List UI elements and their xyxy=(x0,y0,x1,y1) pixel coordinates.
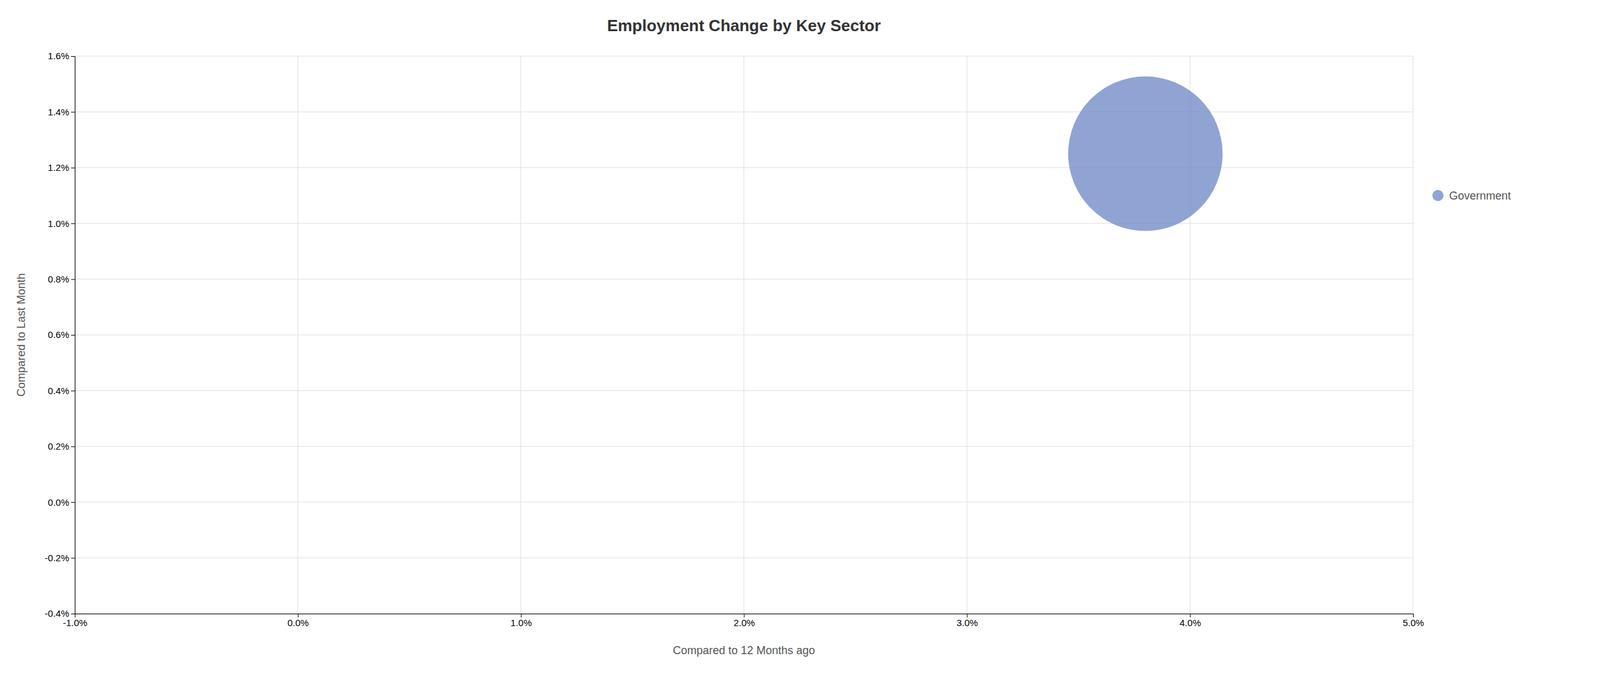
tick: 0.6% xyxy=(47,329,75,340)
tick-mark xyxy=(71,390,75,391)
points xyxy=(1068,76,1223,232)
legend-item: Government xyxy=(1432,189,1511,202)
tick: 1.0% xyxy=(510,613,532,628)
legend-swatch xyxy=(1432,190,1444,202)
grid-line-y xyxy=(74,223,1414,224)
grid-line-y xyxy=(74,111,1414,113)
tick-mark xyxy=(71,334,75,336)
tick: -0.2% xyxy=(44,552,75,563)
tick-label: 0.6% xyxy=(47,329,70,340)
tick: 1.4% xyxy=(47,106,75,118)
tick: 1.2% xyxy=(47,162,75,173)
tick: 0.0% xyxy=(287,613,309,628)
tick-mark xyxy=(71,613,75,614)
tick-label: 0.0% xyxy=(287,617,309,628)
tick: 2.0% xyxy=(733,613,755,628)
plot: -1.0%0.0%1.0%2.0%3.0%4.0%5.0%-0.4%-0.2%0… xyxy=(44,50,1425,628)
tick: 0.4% xyxy=(47,385,75,396)
tick: 0.0% xyxy=(47,496,75,508)
tick-label: 1.4% xyxy=(47,106,70,118)
tick-mark xyxy=(71,279,75,280)
tick-label: 0.2% xyxy=(47,440,70,452)
tick-mark xyxy=(71,446,75,447)
grid-line-y xyxy=(74,390,1414,391)
bubble xyxy=(1068,76,1223,232)
tick-label: 4.0% xyxy=(1179,617,1202,628)
tick-label: 2.0% xyxy=(733,617,755,628)
tick-label: 3.0% xyxy=(956,617,978,628)
x-axis: -1.0%0.0%1.0%2.0%3.0%4.0%5.0% xyxy=(62,613,1425,628)
tick-mark xyxy=(71,111,75,113)
tick: 1.0% xyxy=(47,218,75,229)
tick: 0.2% xyxy=(47,440,75,452)
tick: -0.4% xyxy=(44,607,75,619)
tick-label: 1.6% xyxy=(47,50,70,62)
x-axis-title: Compared to 12 Months ago xyxy=(672,643,815,657)
tick-label: 0.4% xyxy=(47,385,70,396)
tick-label: -0.4% xyxy=(44,607,70,619)
grid-line-y xyxy=(74,445,1414,447)
tick-label: 1.2% xyxy=(47,162,70,173)
tick-mark xyxy=(71,167,75,169)
grid xyxy=(74,56,1414,614)
grid-line-y xyxy=(74,334,1414,336)
tick-label: 1.0% xyxy=(47,218,70,229)
tick: 0.8% xyxy=(47,273,75,285)
tick-label: 1.0% xyxy=(510,617,532,628)
tick-mark xyxy=(71,56,75,57)
tick-mark xyxy=(71,223,75,224)
chart: -1.0%0.0%1.0%2.0%3.0%4.0%5.0%-0.4%-0.2%0… xyxy=(0,0,1600,676)
tick: 4.0% xyxy=(1179,613,1202,628)
legend: Government xyxy=(1432,189,1511,202)
title: Employment Change by Key Sector xyxy=(607,16,881,35)
grid-line-y xyxy=(74,501,1414,503)
grid-line-y xyxy=(74,56,1414,57)
tick-label: 5.0% xyxy=(1402,617,1424,628)
tick: 1.6% xyxy=(47,50,75,62)
y-axis: -0.4% -0.2% 0.0% 0.2% 0.4% 0.6% 0.8% 1.0% 1.2% 1.… xyxy=(44,50,76,619)
tick-label: -0.2% xyxy=(44,552,70,563)
tick-label: 0.0% xyxy=(47,496,70,508)
axis-line xyxy=(71,56,76,614)
tick-mark xyxy=(71,501,75,503)
tick: 3.0% xyxy=(956,613,978,628)
tick-mark xyxy=(71,557,75,559)
legend-label: Government xyxy=(1449,189,1511,202)
grid-line-y xyxy=(74,278,1414,280)
y-axis-title: Compared to Last Month xyxy=(14,273,28,397)
grid-line-y xyxy=(74,557,1414,558)
tick-label: 0.8% xyxy=(47,273,70,285)
tick: 5.0% xyxy=(1402,613,1424,628)
